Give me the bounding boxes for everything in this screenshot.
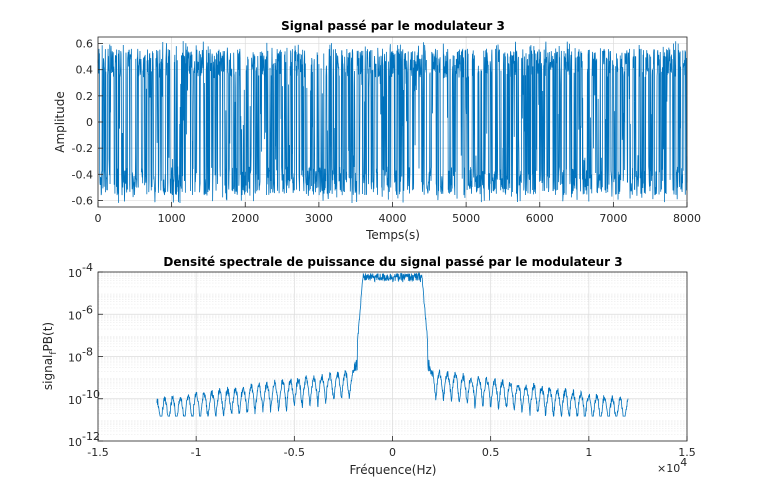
bottom-y-tick-label: 10-4 bbox=[68, 261, 93, 280]
top-x-tick-label: 2000 bbox=[231, 212, 259, 225]
bottom-chart-title: Densité spectrale de puissance du signal… bbox=[163, 255, 622, 269]
bottom-y-tick-label: 10-12 bbox=[68, 430, 100, 449]
bottom-x-tick-label: -1 bbox=[191, 446, 202, 459]
top-y-tick-label: 0 bbox=[86, 116, 93, 129]
bottom-x-multiplier: ×104 bbox=[657, 456, 687, 475]
top-x-tick-label: 6000 bbox=[526, 212, 554, 225]
top-x-tick-label: 8000 bbox=[673, 212, 701, 225]
psd-chart: Densité spectrale de puissance du signal… bbox=[41, 255, 696, 477]
top-y-tick-label: -0.2 bbox=[72, 142, 93, 155]
top-y-tick-label: 0.6 bbox=[76, 38, 94, 51]
top-y-tick-label: -0.4 bbox=[72, 168, 93, 181]
top-x-axis-label: Temps(s) bbox=[365, 228, 420, 242]
bottom-x-tick-label: 0.5 bbox=[482, 446, 500, 459]
bottom-x-tick-label: 1.5 bbox=[678, 446, 696, 459]
top-chart-title: Signal passé par le modulateur 3 bbox=[281, 19, 505, 33]
signal-time-chart: Signal passé par le modulateur 3 0 1000 20… bbox=[53, 19, 701, 242]
top-y-axis-label: Amplitude bbox=[53, 91, 67, 153]
bottom-x-tick-label: 0 bbox=[389, 446, 396, 459]
top-x-tick-label: 7000 bbox=[599, 212, 627, 225]
top-y-tick-label: 0.4 bbox=[76, 64, 94, 77]
bottom-series-line bbox=[156, 272, 629, 418]
top-series-line bbox=[97, 41, 688, 204]
bottom-x-tick-label: -1.5 bbox=[87, 446, 108, 459]
bottom-x-tick-label: -0.5 bbox=[284, 446, 305, 459]
top-x-tick-label: 4000 bbox=[379, 212, 407, 225]
top-x-tick-label: 0 bbox=[95, 212, 102, 225]
bottom-y-tick-label: 10-10 bbox=[68, 388, 100, 407]
top-x-tick-label: 1000 bbox=[158, 212, 186, 225]
top-x-tick-label: 5000 bbox=[452, 212, 480, 225]
top-x-tick-label: 3000 bbox=[305, 212, 333, 225]
bottom-x-tick-label: 1 bbox=[585, 446, 592, 459]
bottom-x-axis-label: Fréquence(Hz) bbox=[350, 463, 437, 477]
bottom-y-tick-label: 10-8 bbox=[68, 346, 93, 365]
top-ticks: 0 1000 2000 3000 4000 5000 6000 7000 8000 -0.6 -0.… bbox=[72, 38, 701, 225]
top-y-tick-label: 0.2 bbox=[76, 90, 94, 103]
bottom-ticks: -1.5 -1 -0.5 0 0.5 1 1.5 10-12 10-10 10-8 10-6 10-4 bbox=[68, 261, 696, 459]
top-y-tick-label: -0.6 bbox=[72, 194, 93, 207]
bottom-y-tick-label: 10-6 bbox=[68, 303, 93, 322]
bottom-y-axis-label: signalfPB(t) bbox=[41, 322, 59, 390]
